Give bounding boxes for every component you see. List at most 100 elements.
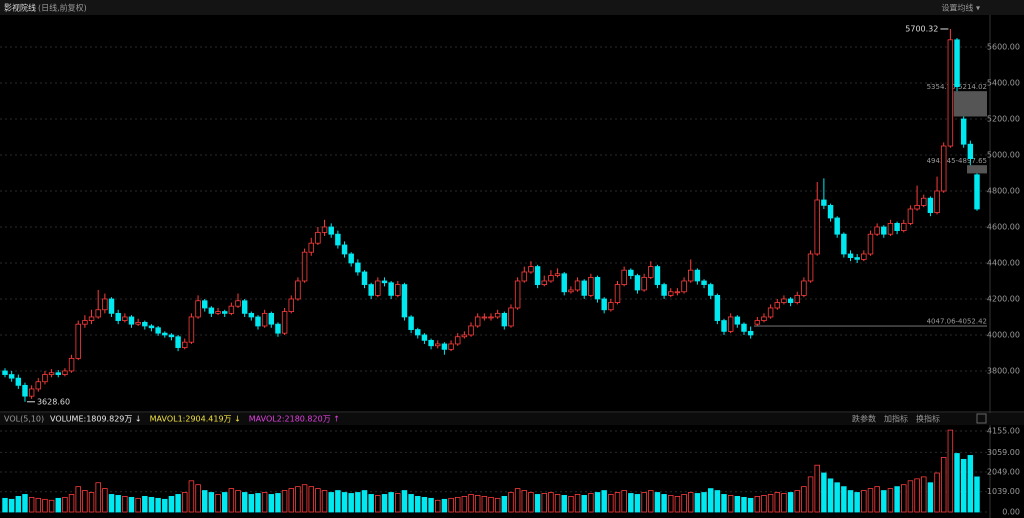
volume-bar bbox=[201, 490, 208, 513]
candle-body bbox=[528, 266, 534, 273]
volume-bar bbox=[108, 494, 115, 513]
volume-bar bbox=[668, 495, 674, 513]
candle-body bbox=[62, 370, 68, 375]
candle-body bbox=[321, 226, 328, 233]
candle-body bbox=[388, 282, 394, 296]
y-tick-label: 5000.00 bbox=[987, 151, 1020, 160]
y-tick-label: 0.00 bbox=[1002, 508, 1020, 517]
vol-button[interactable]: 换指标 bbox=[916, 414, 940, 424]
candle-body bbox=[348, 253, 354, 264]
volume-bar bbox=[315, 488, 321, 513]
candle-body bbox=[448, 343, 454, 350]
candle-body bbox=[668, 291, 674, 296]
volume-bar bbox=[281, 490, 288, 513]
volume-bar bbox=[348, 493, 354, 513]
candle-body bbox=[960, 118, 967, 145]
candle-body bbox=[175, 336, 181, 348]
volume-bar bbox=[954, 453, 960, 513]
gap-box bbox=[967, 165, 987, 174]
gap-box bbox=[753, 325, 987, 327]
candle-body bbox=[661, 284, 667, 296]
vol-legend: VOLUME:1809.829万 ↓ bbox=[50, 415, 142, 424]
volume-bar bbox=[574, 494, 581, 513]
candle-body bbox=[674, 291, 681, 294]
volume-bar bbox=[2, 497, 8, 513]
candle-body bbox=[794, 294, 800, 303]
volume-bar bbox=[361, 490, 368, 513]
volume-bar bbox=[581, 495, 587, 513]
y-tick-label: 5400.00 bbox=[987, 79, 1020, 88]
candle-body bbox=[22, 384, 28, 397]
candle-body bbox=[55, 372, 61, 375]
candle-body bbox=[335, 233, 341, 246]
candle-body bbox=[308, 242, 314, 253]
volume-bar bbox=[894, 486, 900, 513]
candle-body bbox=[588, 276, 594, 296]
candle-body bbox=[628, 269, 634, 276]
candle-body bbox=[421, 334, 428, 341]
volume-bar bbox=[521, 490, 528, 513]
candle-body bbox=[548, 275, 554, 282]
volume-bar bbox=[781, 493, 787, 513]
volume-bar bbox=[335, 490, 341, 513]
volume-bar bbox=[874, 486, 880, 513]
volume-bar bbox=[534, 494, 541, 513]
candle-body bbox=[441, 343, 448, 350]
volume-bar bbox=[8, 498, 15, 513]
volume-bar bbox=[707, 488, 714, 513]
y-tick-label: 3800.00 bbox=[987, 366, 1020, 375]
volume-bar bbox=[827, 478, 834, 513]
volume-bar bbox=[801, 486, 807, 513]
candle-body bbox=[634, 275, 641, 291]
volume-bar bbox=[761, 495, 767, 513]
volume-bar bbox=[195, 484, 201, 513]
candle-body bbox=[275, 323, 281, 334]
volume-bar bbox=[208, 492, 215, 513]
volume-bar bbox=[901, 484, 907, 513]
candle-body bbox=[188, 316, 195, 343]
close-button[interactable] bbox=[976, 413, 987, 424]
volume-bar bbox=[308, 486, 314, 513]
volume-bar bbox=[135, 497, 141, 513]
volume-bar bbox=[441, 498, 448, 513]
volume-bar bbox=[481, 496, 488, 513]
volume-bar bbox=[594, 492, 601, 513]
volume-bar bbox=[787, 492, 794, 513]
volume-bar bbox=[701, 492, 707, 513]
y-tick-label: 4800.00 bbox=[987, 186, 1020, 195]
candle-body bbox=[8, 374, 15, 379]
volume-bar bbox=[241, 492, 248, 513]
volume-bar bbox=[295, 486, 301, 513]
volume-bar bbox=[395, 493, 401, 513]
header-bar bbox=[0, 0, 1024, 15]
candle-body bbox=[88, 316, 95, 321]
candle-body bbox=[208, 307, 215, 314]
volume-bar bbox=[568, 496, 574, 513]
candle-body bbox=[201, 300, 208, 309]
volume-bar bbox=[608, 494, 614, 513]
candle-body bbox=[241, 300, 248, 314]
candle-body bbox=[221, 311, 228, 314]
vol-button[interactable]: 跌参数 bbox=[852, 414, 876, 424]
volume-bar bbox=[221, 492, 228, 513]
candle-body bbox=[155, 327, 161, 334]
candle-body bbox=[954, 39, 960, 88]
volume-bar bbox=[834, 482, 840, 513]
volume-bar bbox=[428, 497, 434, 513]
candle-body bbox=[807, 253, 814, 282]
candle-body bbox=[48, 372, 55, 375]
candle-body bbox=[375, 280, 381, 296]
candle-body bbox=[341, 244, 348, 255]
candle-body bbox=[947, 39, 954, 147]
vol-button[interactable]: 加指标 bbox=[884, 414, 908, 424]
candle-body bbox=[521, 271, 528, 282]
candle-body bbox=[721, 320, 727, 332]
candle-body bbox=[847, 253, 854, 258]
volume-bar bbox=[774, 492, 781, 513]
ma-setting[interactable]: 设置均线 ▾ bbox=[941, 3, 980, 13]
period: (日线,前复权) bbox=[38, 3, 87, 13]
y-tick-label: 1039.00 bbox=[987, 487, 1020, 496]
candle-body bbox=[148, 325, 155, 329]
candle-body bbox=[35, 381, 42, 390]
